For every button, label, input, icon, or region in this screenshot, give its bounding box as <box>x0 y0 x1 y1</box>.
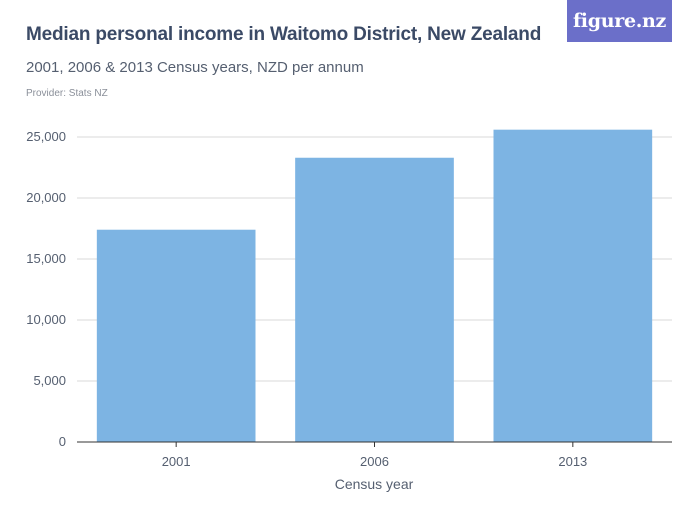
y-tick-label: 25,000 <box>26 129 66 144</box>
y-tick-label: 10,000 <box>26 312 66 327</box>
bar-2001 <box>96 229 256 442</box>
x-tick-label: 2013 <box>558 454 587 469</box>
figure-nz-logo[interactable]: figure.nz <box>567 0 672 42</box>
y-tick-label: 0 <box>59 434 66 449</box>
y-tick-label: 5,000 <box>33 373 66 388</box>
y-tick-label: 15,000 <box>26 251 66 266</box>
axes: 0 5,000 10,000 15,000 20,000 25,000 2001 2006 20… <box>26 129 672 469</box>
chart-subtitle: 2001, 2006 & 2013 Census years, NZD per … <box>26 59 364 76</box>
x-tick-label: 2001 <box>162 454 191 469</box>
chart-title: Median personal income in Waitomo Distri… <box>26 24 542 45</box>
bar-2006 <box>295 157 454 443</box>
bars <box>96 129 653 443</box>
x-axis-title: Census year <box>335 476 414 492</box>
bar-2013 <box>493 129 653 442</box>
y-tick-label: 20,000 <box>26 190 66 205</box>
data-provider: Provider: Stats NZ <box>26 88 108 99</box>
x-tick-label: 2006 <box>360 454 389 469</box>
